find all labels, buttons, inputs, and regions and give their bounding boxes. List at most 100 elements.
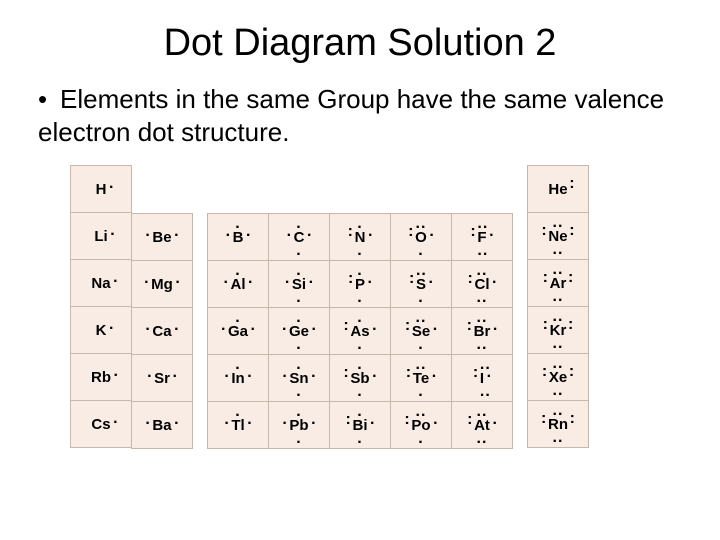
element-cell: Be..	[131, 213, 193, 261]
electron-dots: .	[492, 277, 496, 281]
electron-dots: .	[285, 277, 289, 281]
element-cell: H.	[70, 165, 132, 213]
electron-dots: .	[145, 324, 149, 328]
element-symbol: Cl:.....	[475, 277, 490, 292]
electron-dots: ..	[548, 436, 568, 440]
electron-dots: ..	[550, 295, 567, 299]
electron-dots: .	[289, 343, 309, 347]
element-cell: P:...	[329, 260, 391, 308]
slide-title: Dot Diagram Solution 2	[28, 22, 692, 65]
element-symbol: I:.....	[480, 371, 484, 386]
element-symbol: Rn::....	[548, 417, 568, 432]
element-cell: Mg..	[131, 260, 193, 308]
element-cell: Tl...	[207, 401, 269, 449]
group-column: C....Si....Ge....Sn....Pb....	[268, 166, 330, 449]
element-cell: S:....	[390, 260, 452, 308]
electron-dots: ..	[550, 268, 567, 272]
electron-dots: .	[493, 324, 497, 328]
electron-dots: .	[433, 324, 437, 328]
electron-dots: ..	[549, 389, 567, 393]
electron-dots: .	[350, 390, 369, 394]
electron-dots: .	[144, 277, 148, 281]
electron-dots: ..	[474, 343, 491, 347]
electron-dots: .	[311, 418, 315, 422]
electron-dots: .	[110, 229, 114, 233]
electron-dots: .	[172, 371, 176, 375]
electron-dots: .	[282, 418, 286, 422]
electron-dots: .	[233, 222, 244, 226]
element-cell: Br:.....	[451, 307, 513, 355]
electron-dots: .	[489, 230, 493, 234]
element-cell: Xe::....	[527, 353, 589, 401]
electron-dots: .	[350, 363, 369, 367]
element-cell: Ba..	[131, 401, 193, 449]
electron-dots: ..	[548, 221, 567, 225]
element-symbol: Sr..	[154, 371, 170, 386]
electron-dots: .	[415, 249, 427, 253]
element-symbol: O:....	[415, 230, 427, 245]
electron-dots: .	[289, 390, 308, 394]
element-symbol: S:....	[416, 277, 426, 292]
electron-dots: .	[289, 316, 309, 320]
electron-dots: :	[468, 277, 473, 281]
electron-dots: .	[353, 437, 368, 441]
element-symbol: Te:....	[413, 371, 429, 386]
electron-dots: ..	[475, 296, 490, 300]
electron-dots: ..	[480, 390, 484, 394]
element-symbol: Kr::....	[550, 323, 567, 338]
element-cell: Ca..	[131, 307, 193, 355]
electron-dots: ..	[477, 249, 486, 253]
element-symbol: K.	[96, 323, 107, 338]
electron-dots: .	[355, 269, 365, 273]
element-cell: Na.	[70, 259, 132, 307]
electron-dots: :	[348, 277, 353, 281]
electron-dots: .	[113, 276, 117, 280]
electron-dots: .	[311, 371, 315, 375]
element-cell: He:	[527, 165, 589, 213]
element-symbol: At:.....	[474, 418, 490, 433]
element-cell: B...	[207, 213, 269, 261]
element-cell: Si....	[268, 260, 330, 308]
element-symbol: Xe::....	[549, 370, 567, 385]
electron-dots: .	[294, 249, 305, 253]
column-block: H.Li.Na.K.Rb.Cs.Be..Mg..Ca..Sr..Ba..	[70, 166, 193, 449]
electron-dots: .	[372, 324, 376, 328]
electron-dots: ..	[549, 362, 567, 366]
electron-dots: .	[294, 222, 305, 226]
slide: Dot Diagram Solution 2 •Elements in the …	[0, 0, 720, 540]
element-cell: Bi:...	[329, 401, 391, 449]
electron-dots: .	[247, 418, 251, 422]
electron-dots: .	[355, 222, 366, 226]
element-symbol: Mg..	[151, 277, 173, 292]
electron-dots: :	[569, 370, 574, 374]
electron-dots: :	[568, 323, 573, 327]
bullet-icon: •	[38, 83, 60, 116]
element-symbol: F:.....	[477, 230, 486, 245]
electron-dots: .	[224, 277, 228, 281]
element-symbol: Ga...	[228, 324, 248, 339]
element-symbol: P:...	[355, 277, 365, 292]
element-cell: C....	[268, 213, 330, 261]
electron-dots: :	[541, 229, 546, 233]
electron-dots: .	[174, 324, 178, 328]
element-symbol: Li.	[94, 229, 107, 244]
electron-dots: .	[247, 371, 251, 375]
element-cell: Al...	[207, 260, 269, 308]
electron-dots: ..	[474, 437, 490, 441]
electron-dots: ..	[412, 316, 430, 320]
element-cell: Kr::....	[527, 306, 589, 354]
element-cell: Pb....	[268, 401, 330, 449]
electron-dots: :	[405, 324, 410, 328]
element-symbol: Sn....	[289, 371, 308, 386]
element-symbol: H.	[96, 182, 107, 197]
element-cell: Ne::....	[527, 212, 589, 260]
element-symbol: B...	[233, 230, 244, 245]
element-symbol: Cs.	[91, 417, 110, 432]
empty-cell	[131, 166, 193, 214]
electron-dots: .	[109, 182, 113, 186]
electron-dots: .	[370, 418, 374, 422]
electron-dots: .	[350, 343, 369, 347]
electron-dots: .	[412, 343, 430, 347]
electron-dots: ..	[416, 269, 426, 273]
element-symbol: He:	[548, 182, 567, 197]
